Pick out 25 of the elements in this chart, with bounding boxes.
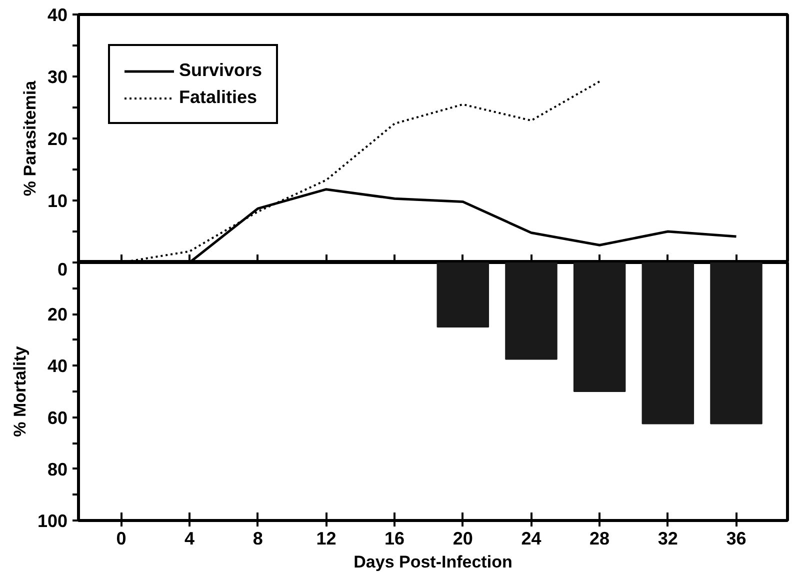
y-axis-title: % Mortality	[10, 346, 30, 437]
y-tick-label: 0	[57, 260, 68, 280]
x-tick-label: 12	[316, 528, 336, 548]
legend-label: Fatalities	[179, 87, 258, 108]
x-tick-label: 20	[452, 528, 473, 548]
y-tick-label: 10	[47, 191, 68, 211]
y-tick-label: 30	[47, 67, 68, 87]
x-tick-label: 0	[116, 528, 126, 548]
x-tick-label: 24	[521, 528, 542, 548]
x-tick-label: 32	[658, 528, 678, 548]
x-axis-title: Days Post-Infection	[354, 552, 512, 572]
y-axis-title: % Parasitemia	[20, 80, 40, 196]
y-tick-label: 40	[47, 356, 68, 376]
x-tick-label: 4	[184, 528, 195, 548]
x-tick-label: 28	[590, 528, 610, 548]
x-tick-label: 8	[252, 528, 263, 548]
y-tick-label: 40	[47, 5, 68, 25]
x-tick-label: 16	[384, 528, 405, 548]
x-tick-label: 36	[726, 528, 746, 548]
y-tick-label: 20	[47, 304, 68, 325]
y-tick-label: 20	[47, 129, 68, 149]
y-tick-label: 80	[47, 459, 68, 480]
legend-label: Survivors	[179, 60, 262, 81]
y-tick-label: 100	[37, 511, 68, 531]
y-tick-label: 60	[47, 408, 68, 428]
